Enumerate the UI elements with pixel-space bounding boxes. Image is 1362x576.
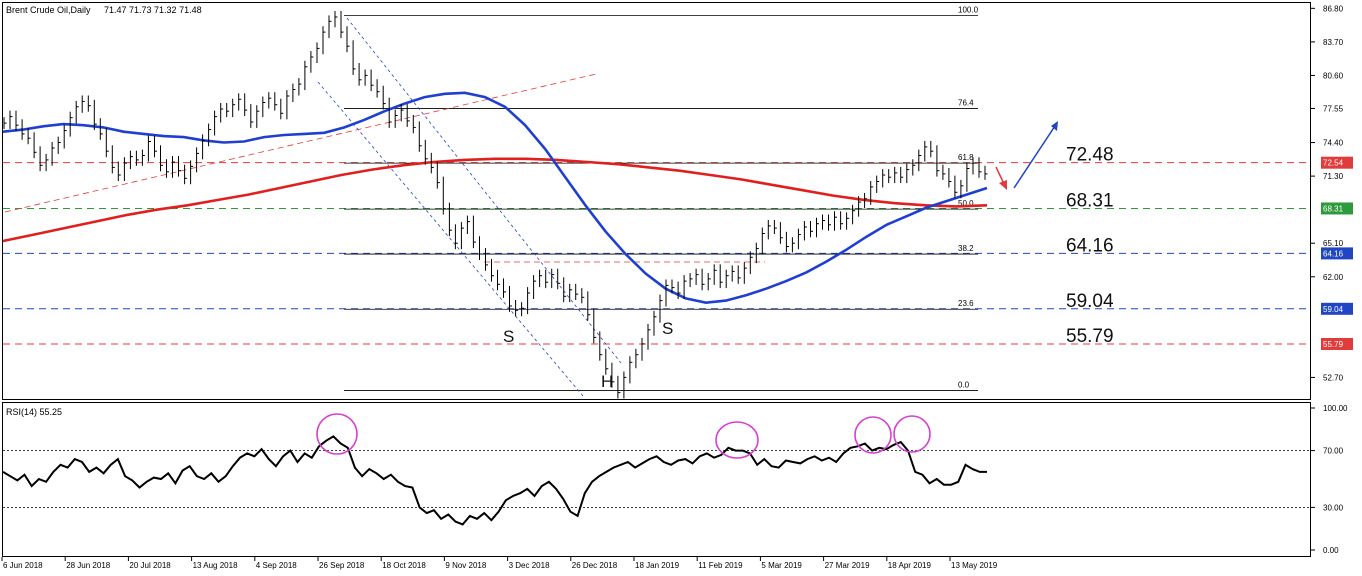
level-label: 68.31 bbox=[1066, 190, 1114, 211]
rsi-axis-tick-label: 100.00 bbox=[1323, 404, 1348, 413]
time-axis-tick-label: 11 Feb 2019 bbox=[698, 561, 743, 570]
channel-lower-line bbox=[317, 81, 584, 397]
time-axis-tick-label: 18 Jan 2019 bbox=[635, 561, 680, 570]
rsi-axis: 100.00 70.00 30.00 0.00 bbox=[1311, 404, 1348, 555]
level-label: 64.16 bbox=[1066, 235, 1114, 256]
price-panel-frame bbox=[2, 2, 1311, 400]
fib-level-label: 38.2 bbox=[958, 244, 974, 253]
horizontal-level-lines: 72.48 68.31 64.16 59.04 55.79 bbox=[3, 145, 1311, 347]
time-axis-tick-label: 13 May 2019 bbox=[951, 561, 998, 570]
price-axis-tick-label: 77.55 bbox=[1323, 104, 1344, 113]
level-label: 59.04 bbox=[1066, 291, 1114, 312]
level-axis-tag bbox=[1321, 156, 1353, 169]
price-axis-tick-label: 83.70 bbox=[1323, 38, 1344, 47]
price-axis-tick-label: 52.70 bbox=[1323, 373, 1344, 382]
ma200-line bbox=[2, 157, 988, 243]
time-axis-tick-label: 18 Oct 2018 bbox=[382, 561, 426, 570]
rsi-level-lines bbox=[3, 450, 1311, 508]
ma50-line bbox=[2, 91, 988, 305]
time-axis-tick-label: 27 Mar 2019 bbox=[825, 561, 870, 570]
moving-averages bbox=[2, 91, 988, 305]
trendlines bbox=[4, 17, 765, 397]
rsi-axis-tick-label: 0.00 bbox=[1323, 546, 1339, 555]
price-axis-tick-label: 74.40 bbox=[1323, 139, 1344, 148]
level-axis-tag bbox=[1321, 202, 1353, 215]
level-axis-tag-label: 59.04 bbox=[1323, 305, 1344, 314]
time-axis-tick-label: 28 Jun 2018 bbox=[66, 561, 111, 570]
price-axis-tick-label: 86.80 bbox=[1323, 4, 1344, 13]
time-axis-tick-label: 26 Dec 2018 bbox=[572, 561, 618, 570]
time-axis-tick-label: 13 Aug 2018 bbox=[193, 561, 238, 570]
rsi-highlight-circle bbox=[854, 416, 892, 454]
price-series bbox=[3, 11, 988, 399]
rsi-highlight-circle bbox=[316, 413, 358, 455]
fib-level-label: 76.4 bbox=[958, 98, 974, 107]
level-label: 55.79 bbox=[1066, 326, 1114, 347]
pattern-label-right-shoulder: S bbox=[662, 319, 673, 338]
time-axis-tick-label: 3 Dec 2018 bbox=[509, 561, 550, 570]
time-axis-tick-label: 20 Jul 2018 bbox=[129, 561, 171, 570]
rsi-panel-frame bbox=[2, 402, 1311, 557]
time-axis-tick-label: 26 Sep 2018 bbox=[319, 561, 365, 570]
chart-title: Brent Crude Oil,Daily bbox=[6, 5, 91, 15]
fibonacci-retracement: 100.0 76.4 61.8 50.0 38.2 23.6 0.0 bbox=[344, 5, 979, 391]
time-axis-tick-label: 5 Mar 2019 bbox=[761, 561, 802, 570]
fib-level-label: 100.0 bbox=[958, 5, 979, 14]
time-axis-tick-label: 6 Jun 2018 bbox=[3, 561, 43, 570]
price-axis: 86.80 83.70 80.60 77.55 74.40 71.30 65.10 62.00… bbox=[1311, 4, 1353, 382]
up-arrow bbox=[1013, 125, 1056, 189]
fib-level-label: 61.8 bbox=[958, 153, 974, 162]
price-axis-tick-label: 80.60 bbox=[1323, 71, 1344, 80]
level-label: 72.48 bbox=[1066, 145, 1114, 166]
fib-level-label: 50.0 bbox=[958, 199, 974, 208]
down-arrow-head bbox=[999, 180, 1007, 190]
rsi-highlight-circles bbox=[316, 413, 931, 459]
rsi-highlight-circle bbox=[893, 415, 931, 453]
rsi-series bbox=[2, 435, 987, 526]
level-axis-tag-label: 55.79 bbox=[1323, 340, 1344, 349]
time-axis-tick-label: 4 Sep 2018 bbox=[256, 561, 297, 570]
rsi-axis-tick-label: 70.00 bbox=[1323, 447, 1344, 456]
rsi-line bbox=[2, 435, 987, 526]
pattern-label-left-shoulder: S bbox=[503, 327, 514, 346]
price-axis-tick-label: 62.00 bbox=[1323, 273, 1344, 282]
fib-level-label: 23.6 bbox=[958, 299, 974, 308]
channel-upper-line bbox=[346, 17, 622, 364]
fib-level-label: 0.0 bbox=[958, 380, 970, 389]
level-axis-tag bbox=[1321, 302, 1353, 315]
price-axis-tick-label: 65.10 bbox=[1323, 239, 1344, 248]
level-axis-tag bbox=[1321, 247, 1353, 260]
level-axis-tag-label: 64.16 bbox=[1323, 249, 1344, 258]
forecast-arrows bbox=[995, 121, 1058, 190]
rsi-highlight-circle bbox=[715, 421, 759, 459]
rsi-title: RSI(14) 55.25 bbox=[6, 407, 62, 417]
time-axis: 6 Jun 2018 28 Jun 2018 20 Jul 2018 13 Aug 2… bbox=[1, 557, 998, 570]
level-axis-tag-label: 68.31 bbox=[1323, 204, 1344, 213]
rsi-axis-tick-label: 30.00 bbox=[1323, 503, 1344, 512]
rising-trendline bbox=[4, 73, 597, 213]
time-axis-tick-label: 18 Apr 2019 bbox=[888, 561, 932, 570]
level-axis-tag bbox=[1321, 337, 1353, 350]
price-axis-tick-label: 71.30 bbox=[1323, 172, 1344, 181]
ohlc-header: 71.47 71.73 71.32 71.48 bbox=[104, 5, 202, 15]
up-arrow-head bbox=[1051, 121, 1058, 131]
level-axis-tag-label: 72.54 bbox=[1323, 159, 1344, 168]
pattern-label-head: H bbox=[601, 372, 613, 391]
time-axis-tick-label: 9 Nov 2018 bbox=[445, 561, 486, 570]
